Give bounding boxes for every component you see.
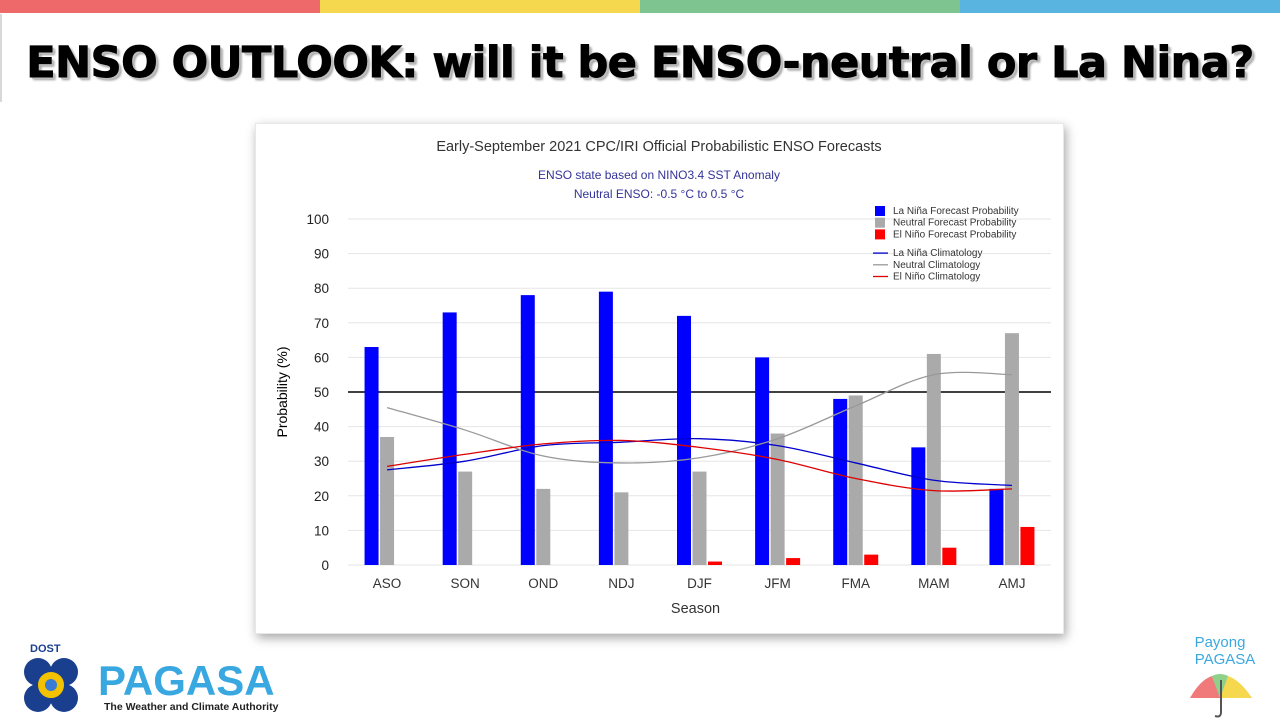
y-tick-label-30: 30 bbox=[314, 454, 329, 469]
agency-tagline: The Weather and Climate Authority bbox=[104, 701, 279, 713]
legend-label-0: La Niña Forecast Probability bbox=[893, 206, 1019, 217]
x-tick-label-AMJ: AMJ bbox=[998, 576, 1025, 591]
bar-el-FMA bbox=[864, 554, 879, 565]
bar-el-DJF bbox=[708, 561, 722, 565]
legend-label-1: Neutral Forecast Probability bbox=[893, 218, 1016, 229]
chart-axes: 0 10 20 30 40 50 60 70 80 90 100 ASO SON OND NDJ DJF JFM… bbox=[274, 212, 1025, 617]
legend-label-4: Neutral Climatology bbox=[893, 260, 980, 271]
y-axis-label: Probability (%) bbox=[274, 346, 290, 437]
bar-la-FMA bbox=[833, 398, 848, 565]
x-tick-label-JFM: JFM bbox=[764, 576, 790, 591]
bar-neutral-OND bbox=[536, 488, 551, 565]
x-tick-label-NDJ: NDJ bbox=[608, 576, 634, 591]
top-stripe-1 bbox=[0, 0, 321, 13]
chart-svg: Early-September 2021 CPC/IRI Official Pr… bbox=[274, 139, 1051, 617]
legend-label-2: El Niño Forecast Probability bbox=[893, 229, 1016, 240]
legend-swatch-0 bbox=[875, 206, 885, 216]
x-tick-label-OND: OND bbox=[528, 576, 558, 591]
bar-neutral-AMJ bbox=[1004, 333, 1019, 565]
y-tick-label-40: 40 bbox=[314, 420, 329, 435]
payong-line-1: Payong bbox=[1195, 634, 1246, 651]
climatology-line-el bbox=[386, 439, 1012, 492]
y-tick-label-60: 60 bbox=[314, 350, 329, 365]
x-tick-label-DJF: DJF bbox=[687, 576, 712, 591]
y-tick-label-100: 100 bbox=[306, 212, 329, 227]
top-stripe-4 bbox=[960, 0, 1280, 13]
pagasa-logo: DOST PAGASA The Weather and Climate Auth… bbox=[12, 640, 322, 716]
top-stripe-2 bbox=[320, 0, 641, 13]
bar-la-JFM bbox=[755, 357, 770, 565]
bar-la-NDJ bbox=[598, 291, 613, 565]
bar-neutral-NDJ bbox=[614, 492, 629, 565]
bar-el-MAM bbox=[942, 547, 957, 565]
y-tick-label-0: 0 bbox=[321, 558, 329, 573]
legend-label-3: La Niña Climatology bbox=[893, 248, 983, 259]
bar-neutral-DJF bbox=[692, 471, 707, 565]
dost-label: DOST bbox=[30, 643, 61, 655]
bar-neutral-JFM bbox=[770, 433, 785, 565]
bar-la-ASO bbox=[364, 347, 379, 565]
umbrella-icon bbox=[1190, 674, 1252, 718]
chart-subtitle-line-1: ENSO state based on NINO3.4 SST Anomaly bbox=[538, 168, 780, 182]
chart-bars bbox=[364, 291, 1035, 565]
y-tick-label-20: 20 bbox=[314, 489, 329, 504]
bar-la-OND bbox=[520, 295, 535, 565]
bar-el-JFM bbox=[786, 558, 801, 565]
pagasa-emblem-icon bbox=[24, 658, 78, 712]
bar-la-SON bbox=[442, 312, 457, 565]
chart-title: Early-September 2021 CPC/IRI Official Pr… bbox=[436, 139, 881, 155]
x-tick-label-FMA: FMA bbox=[841, 576, 870, 591]
y-tick-label-50: 50 bbox=[314, 385, 329, 400]
left-edge-mark bbox=[0, 14, 2, 102]
agency-name: PAGASA bbox=[98, 657, 275, 704]
chart-climatology-lines bbox=[386, 371, 1012, 492]
y-tick-label-90: 90 bbox=[314, 247, 329, 262]
enso-forecast-chart: Early-September 2021 CPC/IRI Official Pr… bbox=[255, 123, 1064, 634]
bar-la-AMJ bbox=[989, 488, 1004, 565]
bar-neutral-FMA bbox=[848, 395, 863, 565]
x-tick-label-ASO: ASO bbox=[373, 576, 402, 591]
x-tick-label-SON: SON bbox=[451, 576, 480, 591]
bar-neutral-MAM bbox=[926, 353, 941, 565]
slide-title: ENSO OUTLOOK: will it be ENSO-neutral or… bbox=[26, 38, 1255, 89]
legend-swatch-1 bbox=[875, 217, 885, 228]
climatology-line-neutral bbox=[386, 371, 1012, 464]
y-tick-label-10: 10 bbox=[314, 523, 329, 538]
bar-neutral-SON bbox=[458, 471, 473, 565]
bar-la-DJF bbox=[677, 315, 691, 565]
top-stripe-3 bbox=[640, 0, 961, 13]
climatology-line-la bbox=[386, 437, 1012, 487]
bar-neutral-ASO bbox=[380, 436, 395, 565]
legend-label-5: El Niño Climatology bbox=[893, 272, 980, 283]
x-axis-label: Season bbox=[671, 601, 720, 617]
chart-subtitle-line-2: Neutral ENSO: -0.5 °C to 0.5 °C bbox=[574, 187, 745, 201]
payong-line-2: PAGASA bbox=[1195, 651, 1256, 668]
legend-swatch-2 bbox=[875, 229, 885, 240]
payong-pagasa-logo: Payong PAGASA bbox=[1170, 632, 1278, 720]
y-tick-label-70: 70 bbox=[314, 316, 329, 331]
bar-el-AMJ bbox=[1020, 526, 1035, 565]
y-tick-label-80: 80 bbox=[314, 281, 329, 296]
bar-la-MAM bbox=[911, 447, 926, 565]
x-tick-label-MAM: MAM bbox=[918, 576, 950, 591]
